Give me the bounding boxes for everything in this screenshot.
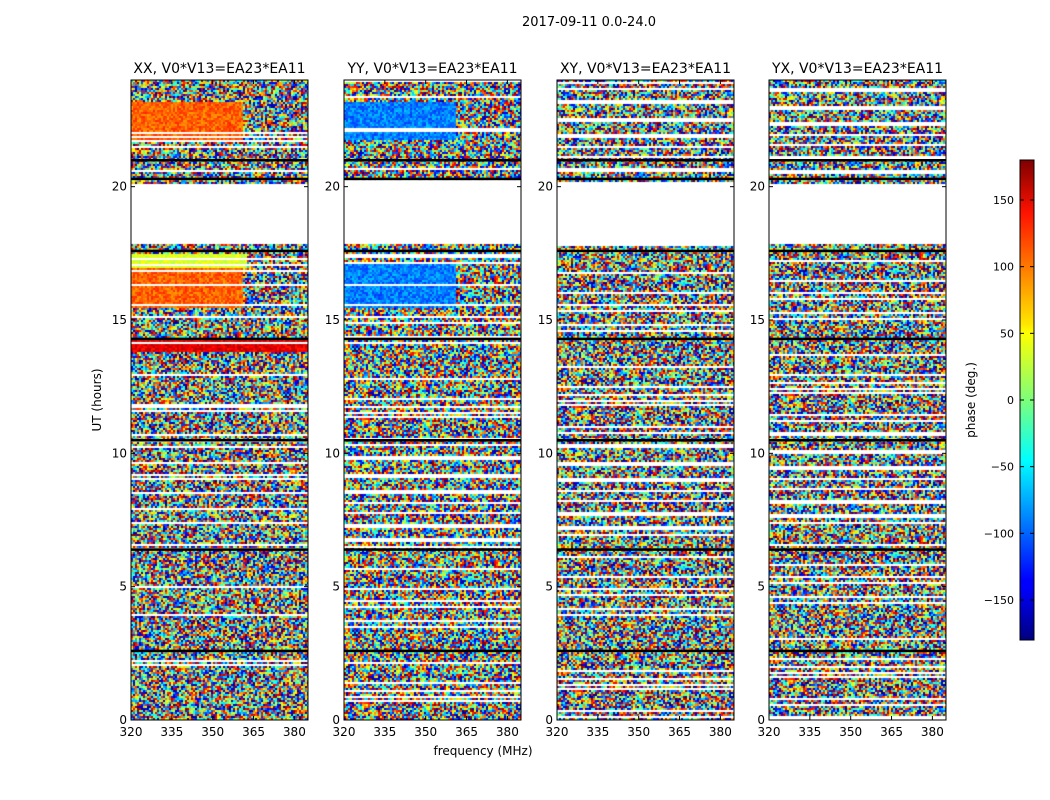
gap-line (131, 548, 308, 551)
x-tick-label: 335 (798, 725, 821, 739)
x-tick-label: 380 (709, 725, 732, 739)
y-tick-label: 20 (750, 180, 765, 194)
gap-line (344, 177, 521, 181)
y-tick-label: 0 (332, 713, 340, 727)
colorbar-label: phase (deg.) (964, 362, 978, 438)
panel-frame (130, 79, 309, 721)
y-tick-label: 0 (757, 713, 765, 727)
x-tick-label: 350 (839, 725, 862, 739)
y-tick-label: 5 (332, 580, 340, 594)
panel-title: XY, V0*V13=EA23*EA11 (560, 61, 731, 77)
x-tick-label: 350 (627, 725, 650, 739)
y-tick-label: 0 (545, 713, 553, 727)
gap-line (557, 249, 734, 253)
gap-line (769, 159, 946, 162)
y-tick-label: 5 (757, 580, 765, 594)
y-tick-label: 15 (538, 313, 553, 327)
phase-raster-yx (769, 80, 946, 720)
gap-line (557, 177, 734, 181)
gap-line (769, 649, 946, 653)
x-axis-label: frequency (MHz) (433, 744, 532, 758)
gap-line (344, 649, 521, 653)
y-tick-label: 0 (119, 713, 127, 727)
y-axis-label: UT (hours) (90, 368, 104, 431)
phase-raster-yy (344, 80, 521, 720)
panel-yy: YY, V0*V13=EA23*EA11 320 335 350 365 380 0 5 10 1… (325, 61, 522, 739)
panel-title: YX, V0*V13=EA23*EA11 (771, 61, 943, 77)
x-tick-label: 380 (921, 725, 944, 739)
gap-line (131, 649, 308, 653)
colorbar-tick-label: −100 (984, 527, 1014, 540)
x-tick-label: 335 (586, 725, 609, 739)
gap-line (344, 159, 521, 162)
x-tick-label: 335 (160, 725, 183, 739)
panel-frame (768, 79, 947, 721)
colorbar: −150 −100 −50 0 50 100 150 phase (deg.) (964, 159, 1035, 641)
x-tick-label: 320 (120, 725, 143, 739)
gap-line (131, 249, 308, 253)
panel-yx: YX, V0*V13=EA23*EA11 320 335 350 365 380 0 5 10 1… (750, 61, 947, 739)
gap-line (769, 249, 946, 253)
gap-line (557, 548, 734, 551)
gap-line (557, 159, 734, 162)
colorbar-tick-label: −150 (984, 594, 1014, 607)
gap-line (769, 177, 946, 181)
gap-line (131, 439, 308, 442)
x-tick-label: 350 (414, 725, 437, 739)
y-tick-label: 15 (750, 313, 765, 327)
gap-line (769, 439, 946, 442)
x-tick-label: 320 (546, 725, 569, 739)
gap-line (344, 548, 521, 551)
colorbar-tick-label: 150 (993, 194, 1014, 207)
y-tick-label: 20 (538, 180, 553, 194)
gap-line (131, 159, 308, 162)
y-tick-label: 20 (325, 180, 340, 194)
x-tick-label: 380 (496, 725, 519, 739)
y-tick-label: 15 (112, 313, 127, 327)
phase-raster-xx (131, 80, 308, 720)
y-tick-label: 10 (112, 446, 127, 460)
y-tick-label: 5 (545, 580, 553, 594)
y-tick-label: 10 (750, 446, 765, 460)
panel-xx: XX, V0*V13=EA23*EA11 320 335 350 365 380 0 5 10 1… (112, 61, 309, 739)
x-tick-label: 320 (758, 725, 781, 739)
panel-xy: XY, V0*V13=EA23*EA11 320 335 350 365 380 0 5 10 1… (538, 61, 735, 739)
colorbar-tick-label: 100 (993, 261, 1014, 274)
panel-frame (556, 79, 735, 721)
gap-line (769, 337, 946, 341)
x-tick-label: 365 (880, 725, 903, 739)
panel-frame (343, 79, 522, 721)
gap-line (769, 548, 946, 551)
gap-line (344, 249, 521, 253)
x-tick-label: 350 (201, 725, 224, 739)
colorbar-tick-label: −50 (991, 461, 1014, 474)
gap-line (557, 439, 734, 442)
gap-line (344, 337, 521, 341)
y-tick-label: 15 (325, 313, 340, 327)
gap-line (131, 177, 308, 181)
x-tick-label: 320 (333, 725, 356, 739)
gap-line (344, 439, 521, 442)
y-tick-label: 5 (119, 580, 127, 594)
colorbar-ticks: −150 −100 −50 0 50 100 150 (984, 194, 1034, 607)
panel-title: YY, V0*V13=EA23*EA11 (346, 61, 517, 77)
x-tick-label: 365 (242, 725, 265, 739)
gap-line (557, 649, 734, 653)
panels: XX, V0*V13=EA23*EA11 320 335 350 365 380 0 5 10 1… (112, 61, 947, 739)
gap-line (557, 337, 734, 341)
x-tick-label: 380 (283, 725, 306, 739)
colorbar-tick-label: 0 (1007, 394, 1014, 407)
x-tick-label: 365 (668, 725, 691, 739)
y-tick-label: 10 (538, 446, 553, 460)
panel-title: XX, V0*V13=EA23*EA11 (133, 61, 305, 77)
y-tick-label: 10 (325, 446, 340, 460)
figure-title: 2017-09-11 0.0-24.0 (522, 15, 656, 30)
phase-raster-xy (557, 80, 734, 720)
x-tick-label: 335 (373, 725, 396, 739)
colorbar-tick-label: 50 (1000, 327, 1014, 340)
gap-line (131, 337, 308, 341)
y-tick-label: 20 (112, 180, 127, 194)
x-tick-label: 365 (455, 725, 478, 739)
